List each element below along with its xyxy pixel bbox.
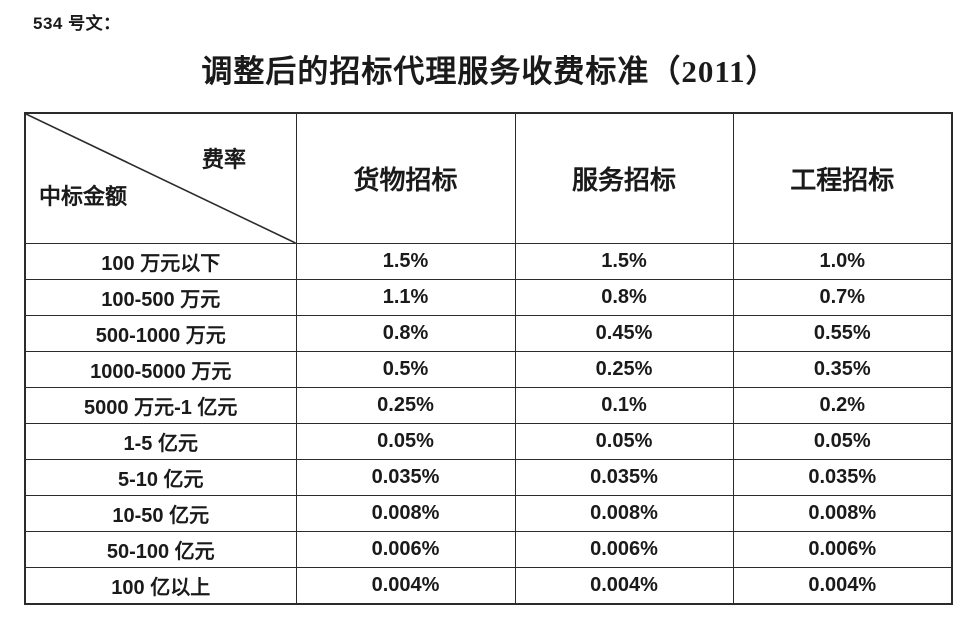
row-label: 50-100 亿元 xyxy=(24,531,297,568)
fee-table-body: 100 万元以下 1.5% 1.5% 1.0% 100-500 万元 1.1% 0.8% 0.… xyxy=(24,243,953,605)
fee-cell: 0.05% xyxy=(514,423,734,460)
table-row: 1-5 亿元 0.05% 0.05% 0.05% xyxy=(24,423,953,460)
table-row: 100-500 万元 1.1% 0.8% 0.7% xyxy=(24,279,953,316)
fee-cell: 0.45% xyxy=(514,315,734,352)
fee-cell: 0.25% xyxy=(514,351,734,388)
row-label: 1000-5000 万元 xyxy=(24,351,297,388)
fee-cell: 0.008% xyxy=(732,495,953,532)
table-row: 10-50 亿元 0.008% 0.008% 0.008% xyxy=(24,495,953,532)
doc-ref: 534 号文： xyxy=(33,14,121,33)
fee-table-header: 费率 中标金额 货物招标 服务招标 工程招标 xyxy=(24,112,953,244)
column-header-goods: 货物招标 xyxy=(295,112,516,244)
fee-cell: 0.7% xyxy=(732,279,953,316)
fee-cell: 0.006% xyxy=(295,531,516,568)
table-row: 1000-5000 万元 0.5% 0.25% 0.35% xyxy=(24,351,953,388)
page-title: 调整后的招标代理服务收费标准（2011） xyxy=(201,54,778,89)
fee-cell: 1.5% xyxy=(295,243,516,280)
corner-label-rate: 费率 xyxy=(202,147,247,172)
fee-cell: 0.006% xyxy=(732,531,953,568)
fee-cell: 0.006% xyxy=(514,531,734,568)
header-row: 费率 中标金额 货物招标 服务招标 工程招标 xyxy=(24,112,953,244)
row-label: 5-10 亿元 xyxy=(24,459,297,496)
diagonal-divider-line xyxy=(26,114,296,243)
fee-cell: 0.008% xyxy=(295,495,516,532)
row-label: 100 万元以下 xyxy=(24,243,297,280)
fee-cell: 0.55% xyxy=(732,315,953,352)
fee-cell: 0.35% xyxy=(732,351,953,388)
fee-cell: 0.05% xyxy=(295,423,516,460)
fee-cell: 0.8% xyxy=(514,279,734,316)
fee-cell: 1.0% xyxy=(732,243,953,280)
fee-cell: 0.1% xyxy=(514,387,734,424)
row-label: 500-1000 万元 xyxy=(24,315,297,352)
table-row: 5-10 亿元 0.035% 0.035% 0.035% xyxy=(24,459,953,496)
fee-table: 费率 中标金额 货物招标 服务招标 工程招标 100 万元以下 1.5% 1.5% 1… xyxy=(24,112,953,605)
fee-cell: 0.05% xyxy=(732,423,953,460)
fee-cell: 0.25% xyxy=(295,387,516,424)
table-row: 500-1000 万元 0.8% 0.45% 0.55% xyxy=(24,315,953,352)
row-label: 5000 万元-1 亿元 xyxy=(24,387,297,424)
fee-cell: 0.035% xyxy=(514,459,734,496)
column-header-services: 服务招标 xyxy=(514,112,734,244)
fee-cell: 0.004% xyxy=(295,567,516,605)
fee-cell: 0.004% xyxy=(732,567,953,605)
fee-cell: 1.5% xyxy=(514,243,734,280)
row-label: 100 亿以上 xyxy=(24,567,297,605)
table-row: 100 万元以下 1.5% 1.5% 1.0% xyxy=(24,243,953,280)
row-label: 1-5 亿元 xyxy=(24,423,297,460)
corner-label-amount: 中标金额 xyxy=(39,184,128,209)
row-label: 100-500 万元 xyxy=(24,279,297,316)
fee-cell: 1.1% xyxy=(295,279,516,316)
table-row: 50-100 亿元 0.006% 0.006% 0.006% xyxy=(24,531,953,568)
row-label: 10-50 亿元 xyxy=(24,495,297,532)
corner-cell: 费率 中标金额 xyxy=(24,112,297,244)
fee-cell: 0.035% xyxy=(295,459,516,496)
fee-cell: 0.8% xyxy=(295,315,516,352)
table-row: 5000 万元-1 亿元 0.25% 0.1% 0.2% xyxy=(24,387,953,424)
fee-cell: 0.2% xyxy=(732,387,953,424)
table-row: 100 亿以上 0.004% 0.004% 0.004% xyxy=(24,567,953,605)
fee-cell: 0.008% xyxy=(514,495,734,532)
fee-cell: 0.004% xyxy=(514,567,734,605)
column-header-engineering: 工程招标 xyxy=(732,112,953,244)
fee-cell: 0.5% xyxy=(295,351,516,388)
fee-cell: 0.035% xyxy=(732,459,953,496)
